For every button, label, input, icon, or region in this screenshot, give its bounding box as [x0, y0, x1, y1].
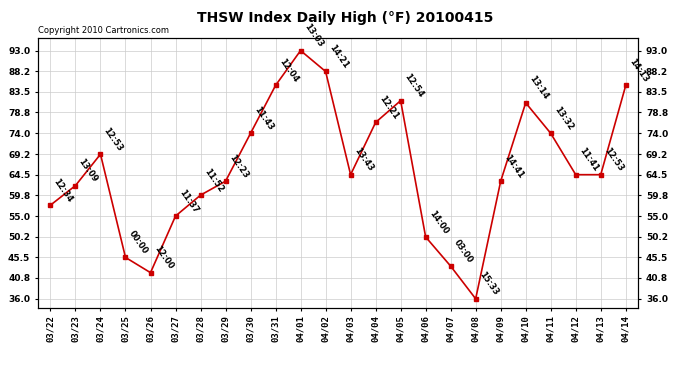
Text: 13:03: 13:03 — [302, 22, 324, 49]
Text: 12:23: 12:23 — [227, 153, 250, 180]
Text: 12:34: 12:34 — [52, 177, 75, 204]
Text: 00:00: 00:00 — [127, 229, 149, 256]
Text: 13:43: 13:43 — [352, 146, 375, 173]
Text: 14:41: 14:41 — [502, 153, 525, 180]
Text: 15:33: 15:33 — [477, 270, 500, 297]
Text: 12:00: 12:00 — [152, 244, 175, 271]
Text: 12:53: 12:53 — [102, 126, 125, 153]
Text: 14:00: 14:00 — [427, 209, 450, 236]
Text: 11:41: 11:41 — [577, 146, 600, 173]
Text: 12:04: 12:04 — [277, 57, 299, 84]
Text: 14:21: 14:21 — [327, 43, 350, 70]
Text: 13:32: 13:32 — [552, 105, 575, 132]
Text: 11:43: 11:43 — [252, 105, 275, 132]
Text: 13:09: 13:09 — [77, 157, 99, 184]
Text: THSW Index Daily High (°F) 20100415: THSW Index Daily High (°F) 20100415 — [197, 11, 493, 25]
Text: 12:54: 12:54 — [402, 72, 425, 99]
Text: 12:53: 12:53 — [602, 146, 625, 173]
Text: 14:13: 14:13 — [627, 57, 650, 84]
Text: 13:14: 13:14 — [527, 74, 550, 101]
Text: 11:52: 11:52 — [202, 166, 225, 194]
Text: 11:37: 11:37 — [177, 188, 199, 214]
Text: 03:00: 03:00 — [452, 238, 475, 265]
Text: Copyright 2010 Cartronics.com: Copyright 2010 Cartronics.com — [38, 26, 169, 35]
Text: 12:21: 12:21 — [377, 94, 400, 121]
